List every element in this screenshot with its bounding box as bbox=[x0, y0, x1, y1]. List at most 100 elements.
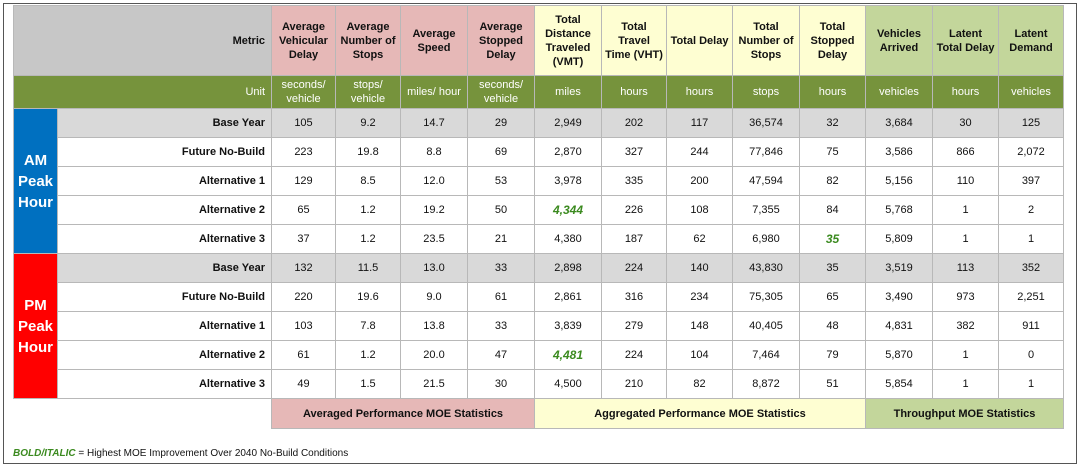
unit-cell: hours bbox=[601, 75, 667, 109]
table-cell: 21 bbox=[467, 224, 535, 254]
table-cell: 104 bbox=[666, 340, 733, 370]
table-row: Future No-Build 223 19.8 8.8 69 2,870 327 244 77… bbox=[14, 137, 1064, 167]
table-cell: 61 bbox=[467, 282, 535, 312]
table-cell: 33 bbox=[467, 253, 535, 283]
table-cell: 79 bbox=[799, 340, 866, 370]
table-cell: 8.5 bbox=[335, 166, 401, 196]
row-label: Alternative 1 bbox=[57, 311, 272, 341]
pm-peak-label: PM Peak Hour bbox=[13, 253, 58, 399]
table-cell: 37 bbox=[271, 224, 336, 254]
unit-cell: miles/ hour bbox=[400, 75, 468, 109]
unit-cell: vehicles bbox=[998, 75, 1064, 109]
metric-label: Metric bbox=[13, 5, 272, 76]
table-cell: 1.2 bbox=[335, 224, 401, 254]
col-header: Average Stopped Delay bbox=[467, 5, 535, 76]
table-cell: 2,072 bbox=[998, 137, 1064, 167]
table-cell: 13.0 bbox=[400, 253, 468, 283]
table-cell: 224 bbox=[601, 340, 667, 370]
table-cell: 69 bbox=[467, 137, 535, 167]
table-cell: 33 bbox=[467, 311, 535, 341]
table-cell: 113 bbox=[932, 253, 999, 283]
col-header: Total Travel Time (VHT) bbox=[601, 5, 667, 76]
best-value: 35 bbox=[825, 231, 840, 246]
table-cell: 279 bbox=[601, 311, 667, 341]
table-cell: 226 bbox=[601, 195, 667, 225]
table-cell: 125 bbox=[998, 108, 1064, 138]
row-label: Alternative 2 bbox=[57, 195, 272, 225]
period-label-line: Peak bbox=[17, 317, 54, 335]
table-row: Alternative 3 37 1.2 23.5 21 4,380 187 62 6,980 3… bbox=[14, 224, 1064, 254]
table-cell: 75 bbox=[799, 137, 866, 167]
col-header: Total Distance Traveled (VMT) bbox=[534, 5, 602, 76]
period-label-line: Peak bbox=[17, 172, 54, 190]
table-cell: 29 bbox=[467, 108, 535, 138]
table-cell: 397 bbox=[998, 166, 1064, 196]
table-cell: 3,490 bbox=[865, 282, 933, 312]
table-cell: 1 bbox=[998, 369, 1064, 399]
table-cell: 2,949 bbox=[534, 108, 602, 138]
table-cell: 973 bbox=[932, 282, 999, 312]
table-cell: 335 bbox=[601, 166, 667, 196]
table-cell: 13.8 bbox=[400, 311, 468, 341]
col-header: Vehicles Arrived bbox=[865, 5, 933, 76]
table-cell: 9.2 bbox=[335, 108, 401, 138]
table-cell: 220 bbox=[271, 282, 336, 312]
unit-cell: seconds/ vehicle bbox=[467, 75, 535, 109]
footer-throughput: Throughput MOE Statistics bbox=[865, 398, 1064, 429]
header-row: Metric Average Vehicular Delay Average N… bbox=[13, 5, 1064, 76]
table-cell: 382 bbox=[932, 311, 999, 341]
table-cell: 19.2 bbox=[400, 195, 468, 225]
table-cell: 77,846 bbox=[732, 137, 800, 167]
col-header: Latent Demand bbox=[998, 5, 1064, 76]
table-cell: 51 bbox=[799, 369, 866, 399]
table-cell: 61 bbox=[271, 340, 336, 370]
table-cell: 148 bbox=[666, 311, 733, 341]
table-cell: 5,156 bbox=[865, 166, 933, 196]
table-cell: 75,305 bbox=[732, 282, 800, 312]
table-cell: 19.6 bbox=[335, 282, 401, 312]
table-cell: 19.8 bbox=[335, 137, 401, 167]
table-cell: 187 bbox=[601, 224, 667, 254]
table-cell: 20.0 bbox=[400, 340, 468, 370]
row-label: Base Year bbox=[57, 108, 272, 138]
period-label-line: Hour bbox=[18, 193, 53, 211]
unit-cell: hours bbox=[666, 75, 733, 109]
table-cell: 2,251 bbox=[998, 282, 1064, 312]
col-header: Total Number of Stops bbox=[732, 5, 800, 76]
table-cell: 8.8 bbox=[400, 137, 468, 167]
table-cell: 117 bbox=[666, 108, 733, 138]
table-cell: 4,481 bbox=[534, 340, 602, 370]
table-cell: 14.7 bbox=[400, 108, 468, 138]
table-cell: 911 bbox=[998, 311, 1064, 341]
table-cell: 82 bbox=[666, 369, 733, 399]
period-label-line: AM bbox=[23, 151, 48, 169]
note-tag: BOLD/ITALIC bbox=[13, 448, 76, 459]
table-cell: 1 bbox=[998, 224, 1064, 254]
table-cell: 1.2 bbox=[335, 340, 401, 370]
table-cell: 1.5 bbox=[335, 369, 401, 399]
col-header: Average Vehicular Delay bbox=[271, 5, 336, 76]
table-cell: 200 bbox=[666, 166, 733, 196]
table-cell: 1 bbox=[932, 340, 999, 370]
am-peak-label: AM Peak Hour bbox=[13, 108, 58, 254]
group-footer-row: Averaged Performance MOE Statistics Aggre… bbox=[14, 398, 1064, 429]
table-cell: 202 bbox=[601, 108, 667, 138]
table-row: Future No-Build 220 19.6 9.0 61 2,861 316 234 75… bbox=[14, 282, 1064, 312]
best-value: 4,344 bbox=[552, 202, 584, 217]
col-header: Latent Total Delay bbox=[932, 5, 999, 76]
unit-cell: seconds/ vehicle bbox=[271, 75, 336, 109]
table-cell: 3,978 bbox=[534, 166, 602, 196]
unit-cell: stops bbox=[732, 75, 800, 109]
table-row: PM Peak Hour Base Year 132 11.5 13.0 33 2,898 224… bbox=[13, 253, 1064, 399]
table-cell: 84 bbox=[799, 195, 866, 225]
table-cell: 65 bbox=[799, 282, 866, 312]
row-label: Alternative 3 bbox=[57, 369, 272, 399]
table-cell: 7,355 bbox=[732, 195, 800, 225]
table-cell: 50 bbox=[467, 195, 535, 225]
row-label: Future No-Build bbox=[57, 137, 272, 167]
table-row: Alternative 1 129 8.5 12.0 53 3,978 335 200 47,5… bbox=[14, 166, 1064, 196]
period-label-line: Hour bbox=[18, 338, 53, 356]
table-cell: 132 bbox=[271, 253, 336, 283]
table-cell: 224 bbox=[601, 253, 667, 283]
unit-row: Unit seconds/ vehicle stops/ vehicle mil… bbox=[13, 75, 1064, 109]
